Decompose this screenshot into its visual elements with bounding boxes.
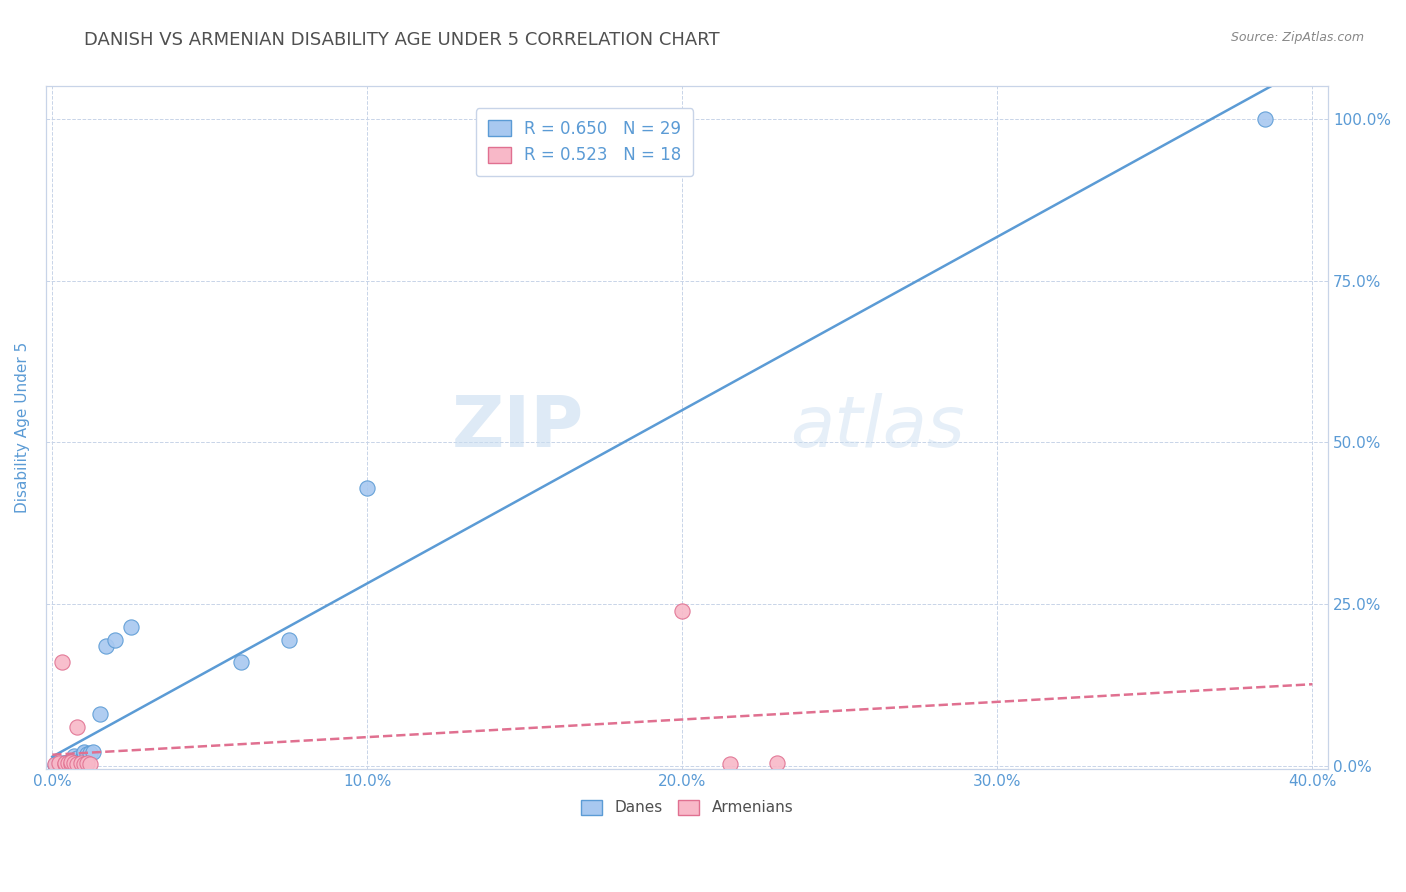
Y-axis label: Disability Age Under 5: Disability Age Under 5 bbox=[15, 343, 30, 514]
Point bbox=[44, 757, 66, 772]
Point bbox=[718, 757, 741, 772]
Point bbox=[53, 757, 76, 772]
Text: atlas: atlas bbox=[790, 393, 965, 462]
Point bbox=[69, 756, 91, 771]
Point bbox=[73, 746, 96, 760]
Point bbox=[56, 757, 79, 772]
Point bbox=[48, 757, 70, 772]
Point bbox=[76, 747, 98, 762]
Point bbox=[51, 656, 73, 670]
Point bbox=[79, 746, 101, 760]
Point bbox=[51, 757, 73, 772]
Point bbox=[79, 757, 101, 772]
Point bbox=[63, 756, 86, 770]
Point bbox=[44, 757, 66, 772]
Point bbox=[73, 757, 96, 772]
Point bbox=[66, 757, 89, 772]
Point bbox=[120, 620, 142, 634]
Point bbox=[66, 751, 89, 765]
Point bbox=[63, 756, 86, 771]
Point bbox=[60, 757, 83, 772]
Point bbox=[76, 756, 98, 771]
Point bbox=[53, 756, 76, 770]
Point bbox=[53, 756, 76, 770]
Point bbox=[671, 604, 693, 618]
Point bbox=[48, 756, 70, 771]
Text: Source: ZipAtlas.com: Source: ZipAtlas.com bbox=[1230, 31, 1364, 45]
Point bbox=[73, 745, 96, 759]
Point bbox=[63, 749, 86, 764]
Text: ZIP: ZIP bbox=[453, 393, 585, 462]
Point bbox=[89, 707, 111, 722]
Point bbox=[94, 640, 117, 654]
Point bbox=[231, 656, 253, 670]
Point bbox=[69, 753, 91, 767]
Legend: Danes, Armenians: Danes, Armenians bbox=[574, 792, 801, 823]
Point bbox=[53, 757, 76, 772]
Point bbox=[104, 632, 127, 647]
Point bbox=[60, 754, 83, 768]
Point bbox=[356, 481, 378, 495]
Point bbox=[82, 745, 104, 759]
Point bbox=[66, 754, 89, 768]
Point bbox=[60, 755, 83, 769]
Point bbox=[56, 755, 79, 769]
Point bbox=[56, 756, 79, 771]
Point bbox=[60, 755, 83, 769]
Text: DANISH VS ARMENIAN DISABILITY AGE UNDER 5 CORRELATION CHART: DANISH VS ARMENIAN DISABILITY AGE UNDER … bbox=[84, 31, 720, 49]
Point bbox=[66, 720, 89, 734]
Point bbox=[56, 756, 79, 771]
Point bbox=[277, 632, 299, 647]
Point bbox=[1254, 112, 1277, 126]
Point bbox=[51, 756, 73, 771]
Point bbox=[766, 756, 789, 770]
